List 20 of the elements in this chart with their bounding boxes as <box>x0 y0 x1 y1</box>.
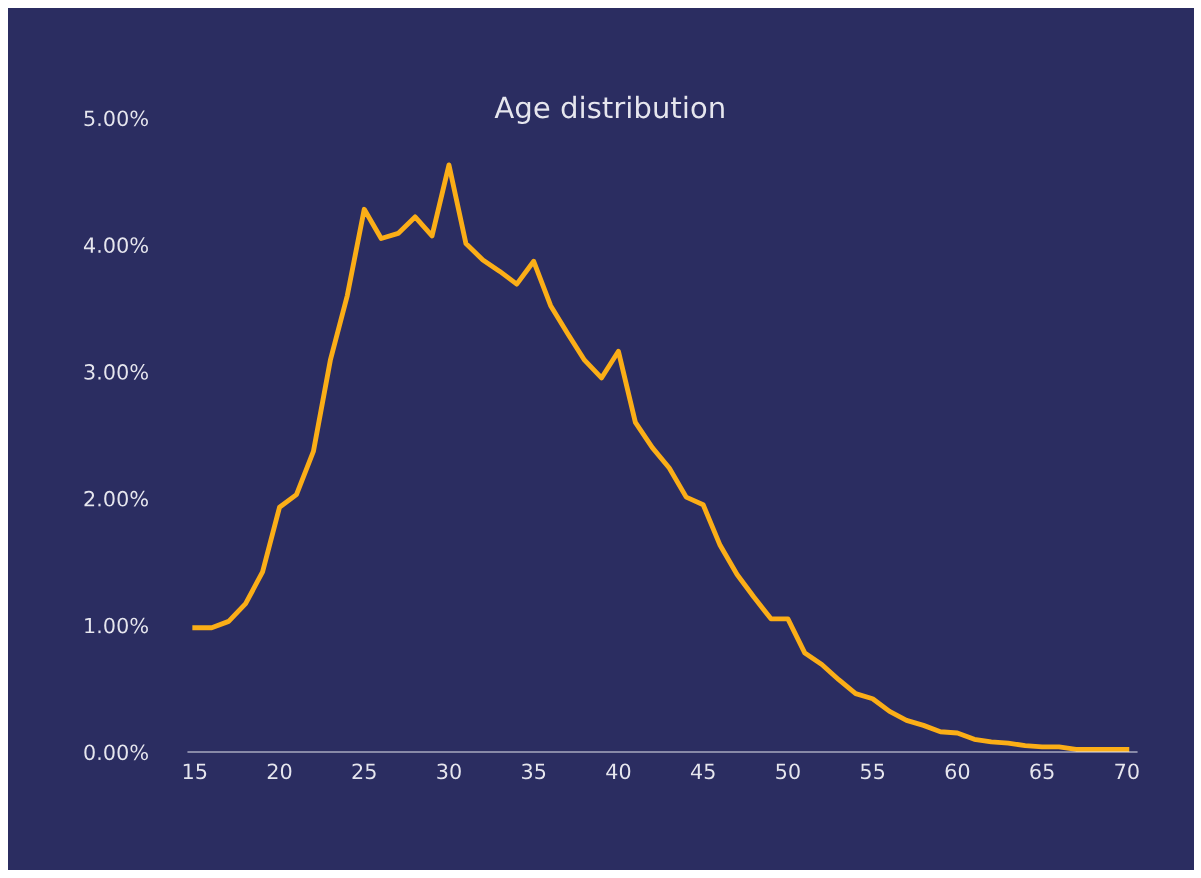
x-tick-label: 45 <box>690 763 715 780</box>
y-tick-label: 0.00% <box>84 744 148 761</box>
y-tick-label: 1.00% <box>85 617 148 634</box>
y-tick-label: 2.00% <box>84 490 148 507</box>
x-tick-label: 50 <box>776 763 800 780</box>
x-tick-label: 70 <box>1115 763 1139 780</box>
y-tick-label: 4.00% <box>83 237 148 254</box>
x-tick-label: 65 <box>1030 763 1054 780</box>
x-tick-label: 15 <box>183 763 207 780</box>
x-tick-label: 55 <box>860 763 885 780</box>
y-tick-label: 5.00% <box>84 110 148 127</box>
x-tick-label: 20 <box>267 763 292 780</box>
y-tick-label: 3.00% <box>84 364 148 380</box>
chart-title: Age distribution <box>494 95 724 125</box>
x-tick-label: 60 <box>945 763 970 780</box>
x-tick-label: 35 <box>522 763 546 780</box>
x-tick-label: 40 <box>606 763 631 780</box>
line-series <box>192 162 1130 752</box>
x-tick-label: 30 <box>437 763 461 780</box>
x-tick-label: 25 <box>352 763 376 780</box>
